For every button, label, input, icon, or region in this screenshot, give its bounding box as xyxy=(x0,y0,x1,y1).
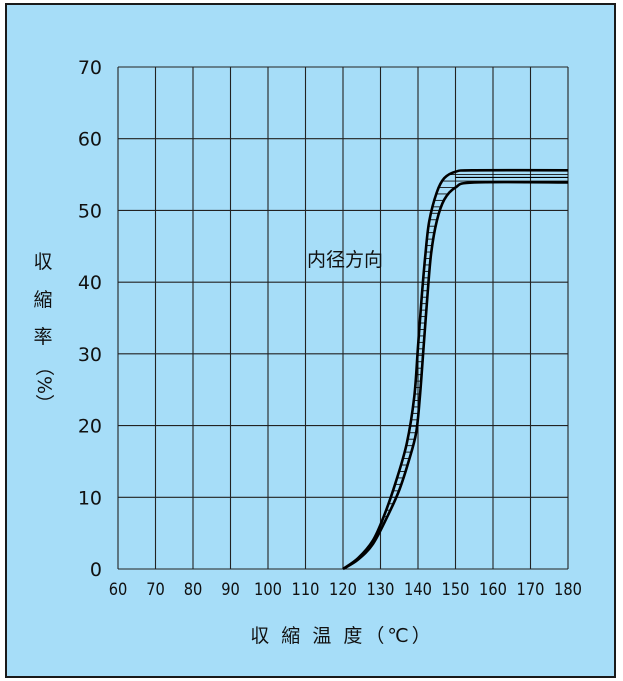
x-tick-label: 170 xyxy=(517,579,545,599)
band-curves xyxy=(342,168,569,571)
x-tick-label: 80 xyxy=(184,579,203,599)
upper-curve xyxy=(342,168,569,571)
y-tick-labels: 0 10 20 30 40 50 60 70 xyxy=(78,57,102,581)
y-tick-label: 10 xyxy=(78,487,102,509)
y-tick-label: 60 xyxy=(78,129,102,151)
y-tick-label: 0 xyxy=(90,559,102,581)
annotation-label: 内径方向 xyxy=(307,249,383,271)
x-tick-label: 180 xyxy=(554,579,582,599)
y-tick-label: 70 xyxy=(78,57,102,79)
x-tick-label: 70 xyxy=(146,579,165,599)
band-hatching xyxy=(353,174,568,563)
y-tick-label: 50 xyxy=(78,200,102,222)
x-tick-labels: 60 70 80 90 100 110 120 130 140 150 160 170 180 xyxy=(109,579,582,599)
y-tick-label: 40 xyxy=(78,272,102,294)
grid xyxy=(117,66,569,570)
y-tick-label: 30 xyxy=(78,344,102,366)
chart-panel xyxy=(5,3,616,678)
x-tick-label: 120 xyxy=(329,579,357,599)
x-tick-label: 100 xyxy=(254,579,282,599)
lower-curve xyxy=(342,180,569,571)
x-tick-label: 110 xyxy=(292,579,320,599)
x-tick-label: 60 xyxy=(109,579,128,599)
x-tick-label: 140 xyxy=(404,579,432,599)
y-axis-label-char-2: 縮 xyxy=(33,289,52,311)
x-tick-label: 150 xyxy=(442,579,470,599)
x-tick-label: 160 xyxy=(479,579,507,599)
x-tick-label: 130 xyxy=(367,579,395,599)
y-axis-label-char-4: （%） xyxy=(33,357,55,413)
y-axis-label-char-1: 収 xyxy=(33,251,52,273)
y-tick-label: 20 xyxy=(78,416,102,438)
x-axis-label: 収 縮 温 度（℃） xyxy=(250,625,433,647)
x-tick-label: 90 xyxy=(221,579,240,599)
y-axis-label-char-3: 率 xyxy=(33,326,52,348)
